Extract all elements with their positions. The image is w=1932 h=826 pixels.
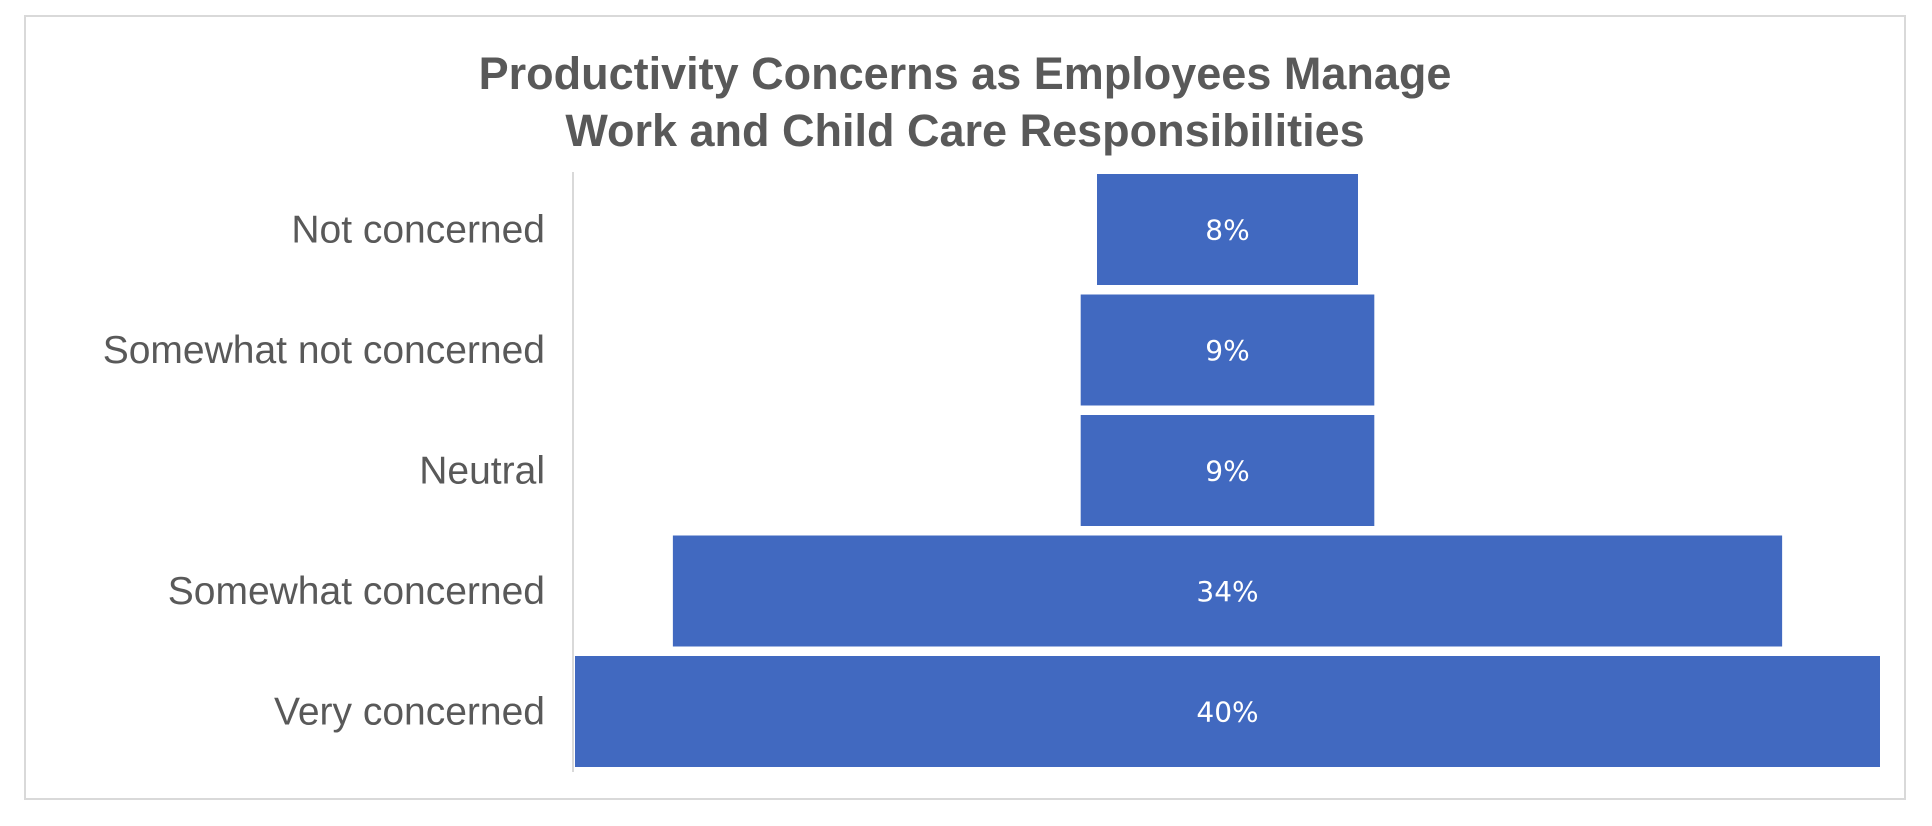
category-label-0: Not concerned	[291, 209, 545, 252]
bar-0	[1097, 174, 1358, 285]
bar-group: 8% Not concerned 9% Somewhat not concerned 9…	[103, 174, 1880, 767]
category-label-3: Somewhat concerned	[168, 570, 545, 613]
bar-4	[575, 656, 1880, 767]
chart-title-line-2: Work and Child Care Responsibilities	[565, 105, 1365, 156]
chart-title-line-1: Productivity Concerns as Employees Manag…	[478, 48, 1452, 99]
category-label-4: Very concerned	[274, 691, 545, 734]
category-label-2: Neutral	[419, 450, 545, 493]
data-label-2: 9%	[1205, 455, 1249, 488]
bar-1	[1080, 294, 1375, 406]
data-label-3: 34%	[1196, 575, 1258, 608]
data-label-1: 9%	[1205, 334, 1249, 367]
bar-2	[1080, 415, 1375, 526]
data-label-4: 40%	[1196, 696, 1258, 729]
data-label-0: 8%	[1205, 214, 1249, 247]
category-label-1: Somewhat not concerned	[103, 329, 545, 372]
chart-title: Productivity Concerns as Employees Manag…	[26, 45, 1904, 159]
bar-3	[672, 535, 1783, 647]
